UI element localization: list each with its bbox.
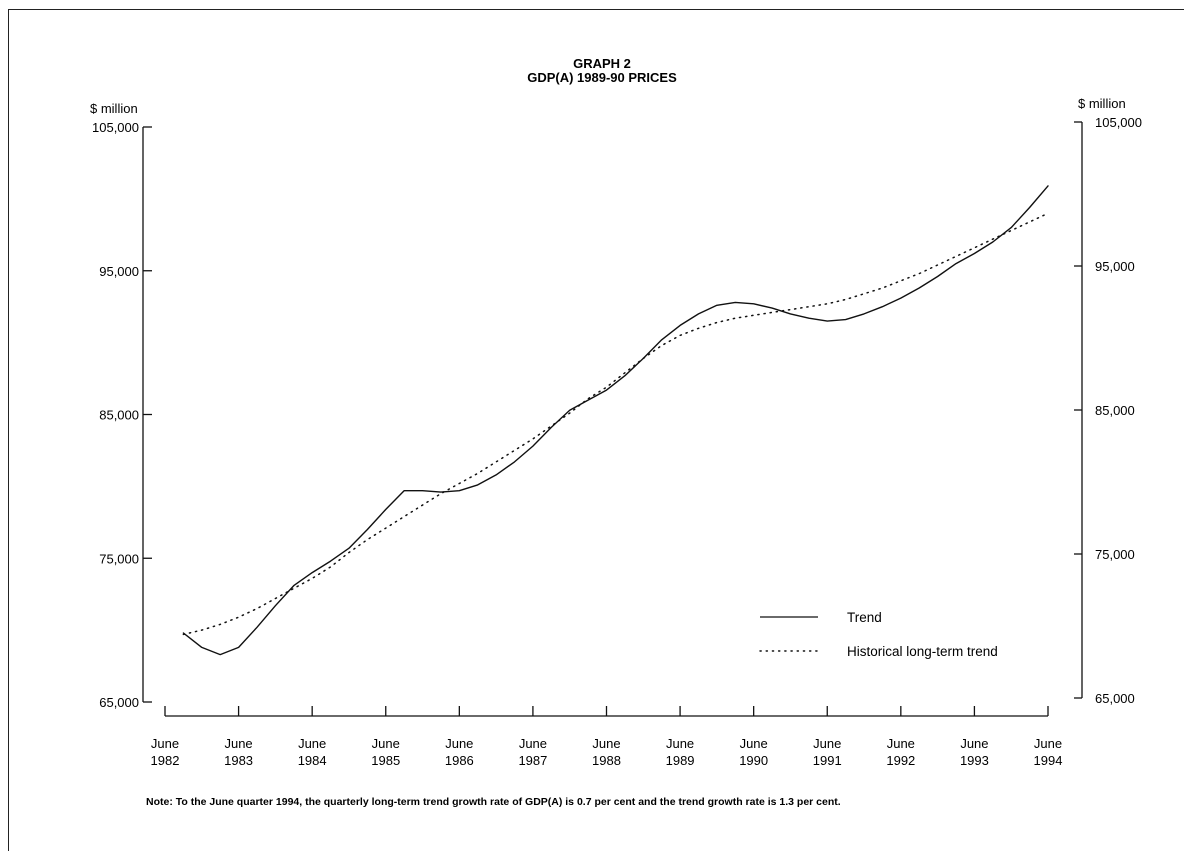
legend-long-term-label: Historical long-term trend [847, 644, 998, 659]
axes: 105,000 95,000 85,000 75,000 65,000 105,000 95… [92, 115, 1142, 768]
x-tick-label-month: June [592, 736, 620, 751]
left-y-tick-label: 85,000 [99, 408, 139, 423]
x-tick-label-year: 1983 [224, 753, 253, 768]
chart-subtitle: GDP(A) 1989-90 PRICES [527, 70, 677, 85]
x-tick-label-month: June [1034, 736, 1062, 751]
x-tick-label-year: 1984 [298, 753, 327, 768]
right-y-tick-label: 75,000 [1095, 547, 1135, 562]
x-tick-label-year: 1994 [1034, 753, 1063, 768]
x-tick-label-year: 1985 [371, 753, 400, 768]
x-tick-label-year: 1991 [813, 753, 842, 768]
x-tick-label-year: 1987 [518, 753, 547, 768]
x-tick-label-month: June [887, 736, 915, 751]
right-y-tick-label: 105,000 [1095, 115, 1142, 130]
x-tick-label-year: 1992 [886, 753, 915, 768]
chart-note: Note: To the June quarter 1994, the quar… [146, 796, 841, 808]
left-axis-unit-label: $ million [90, 101, 138, 116]
left-y-tick-label: 105,000 [92, 120, 139, 135]
x-tick-label-month: June [960, 736, 988, 751]
chart-frame [8, 9, 1184, 851]
left-y-tick-label: 65,000 [99, 695, 139, 710]
left-y-tick-label: 75,000 [99, 551, 139, 566]
x-tick-label-month: June [224, 736, 252, 751]
x-tick-label-year: 1990 [739, 753, 768, 768]
x-tick-label-month: June [151, 736, 179, 751]
right-y-tick-label: 65,000 [1095, 691, 1135, 706]
legend: Trend Historical long-term trend [759, 610, 998, 659]
left-y-tick-label: 95,000 [99, 264, 139, 279]
right-y-tick-label: 85,000 [1095, 403, 1135, 418]
right-y-tick-label: 95,000 [1095, 259, 1135, 274]
x-tick-label-month: June [740, 736, 768, 751]
x-tick-label-month: June [813, 736, 841, 751]
x-tick-label-year: 1988 [592, 753, 621, 768]
x-tick-label-month: June [519, 736, 547, 751]
x-tick-label-year: 1986 [445, 753, 474, 768]
x-tick-label-month: June [445, 736, 473, 751]
series-layer [182, 185, 1049, 656]
x-tick-label-month: June [298, 736, 326, 751]
trend-series-line [182, 185, 1049, 656]
x-tick-label-year: 1993 [960, 753, 989, 768]
chart-title: GRAPH 2 [573, 56, 631, 71]
right-axis-unit-label: $ million [1078, 96, 1126, 111]
x-tick-label-year: 1982 [151, 753, 180, 768]
legend-trend-label: Trend [847, 610, 882, 625]
long-term-trend-series-line [182, 212, 1049, 636]
x-tick-label-year: 1989 [666, 753, 695, 768]
x-tick-label-month: June [372, 736, 400, 751]
x-tick-label-month: June [666, 736, 694, 751]
